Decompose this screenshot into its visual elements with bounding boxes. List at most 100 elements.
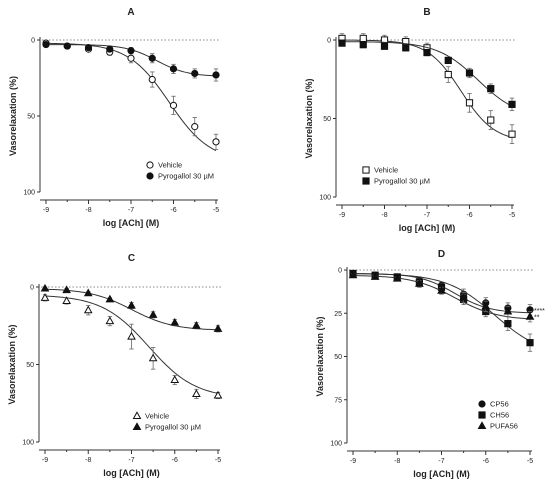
legend-marker [478,411,486,419]
data-point [348,270,358,279]
legend-label: Vehicle [145,412,169,421]
data-point [504,320,512,328]
data-point [40,283,50,292]
legend-marker [362,177,370,185]
series-2 [40,283,223,333]
data-point [213,324,223,332]
legend-label: Vehicle [374,166,398,175]
x-tick-label: -8 [85,207,91,214]
data-point [127,47,135,55]
x-tick-label: -6 [483,458,489,465]
panel-d: D 0 25 50 75 100 -9 -8 -7 -6 -5 log [ACh] (M) Vasore… [315,249,545,479]
legend-marker [362,166,370,174]
panel-title: D [438,249,445,260]
data-point [62,285,71,294]
x-tick-label: -7 [128,207,134,214]
y-tick-label: 0 [327,38,331,45]
y-tick-label: 75 [334,397,342,404]
series-1 [42,39,220,152]
y-axis-label: Vasorelaxation (%) [8,76,18,156]
y-tick-label: 100 [330,441,342,448]
data-point [192,389,201,397]
legend: CP56 CH56 PUFA56 [477,400,518,431]
x-tick-label: -6 [170,207,176,214]
legend-label: CP56 [490,400,509,409]
fit-curve [341,41,513,107]
x-tick-label: -5 [527,458,533,465]
data-point [83,305,93,314]
data-point [84,44,93,52]
data-point [444,70,452,79]
data-point [127,54,135,62]
data-point [148,353,158,362]
data-point [127,331,136,340]
data-point [423,48,431,57]
y-tick-label: 0 [30,285,34,292]
data-point [42,40,50,49]
data-point [508,130,516,138]
legend: Vehicle Pyrogallol 30 µM [362,166,430,186]
y-tick-label: 50 [27,114,35,121]
data-point [508,100,516,108]
y-tick-label: 50 [334,354,342,361]
x-axis-label: log [ACh] (M) [413,469,469,479]
y-tick-label: 0 [338,268,342,275]
data-point [213,390,223,399]
data-point [148,75,156,84]
data-point [148,54,156,62]
data-point [40,293,50,301]
y-tick-label: 100 [22,440,34,447]
legend-label: Pyrogallol 30 µM [374,177,430,186]
data-point [212,71,220,79]
significance-label: **** [534,308,545,315]
legend-marker [146,172,154,180]
series-2 [42,40,220,82]
x-tick-label: -9 [339,212,345,219]
legend-label: PUFA56 [490,422,518,431]
x-tick-label: -5 [215,457,221,464]
legend: Vehicle Pyrogallol 30 µM [146,161,214,181]
panel-title: B [423,7,430,18]
panel-title: A [127,7,134,18]
data-point [170,317,180,326]
y-tick-label: 25 [334,311,342,318]
x-tick-label: -9 [43,207,49,214]
x-tick-label: -7 [128,457,134,464]
data-point [459,292,468,301]
legend-marker [146,161,154,169]
y-axis-label: Vasorelaxation (%) [7,324,17,404]
data-point [525,311,535,320]
data-point [105,316,115,325]
legend-marker [478,400,486,408]
data-point [127,300,136,309]
x-tick-label: -7 [424,212,430,219]
data-point [338,39,346,47]
x-tick-label: -7 [438,458,444,465]
data-point [148,310,158,318]
panel-title: C [128,253,135,264]
data-point [212,138,220,146]
data-point [63,42,71,50]
y-axis-label: Vasorelaxation (%) [304,78,314,158]
legend-marker [132,411,142,419]
data-point [169,101,178,109]
data-point [191,69,199,78]
data-point [359,41,367,49]
data-point [481,301,491,310]
data-point [191,123,199,131]
legend-label: Vehicle [158,161,182,170]
y-tick-label: 100 [23,190,35,197]
x-axis-label: log [ACh] (M) [103,468,159,478]
data-point [370,272,380,280]
series-2 [338,39,516,112]
legend: Vehicle Pyrogallol 30 µM [132,411,201,432]
x-tick-label: -5 [509,212,515,219]
legend-label: Pyrogallol 30 µM [145,423,201,432]
panel-b: B 0 50 100 -9 -8 -7 -6 -5 log [ACh] (M) Vasorelaxa… [304,7,516,233]
panel-c: C 0 50 100 -9 -8 -7 -6 -5 log [ACh] (M) Vasorelaxa… [7,253,223,478]
data-point [402,44,410,52]
data-point [392,273,402,282]
data-point [83,288,93,297]
data-point [359,34,367,43]
y-tick-label: 0 [31,38,35,45]
